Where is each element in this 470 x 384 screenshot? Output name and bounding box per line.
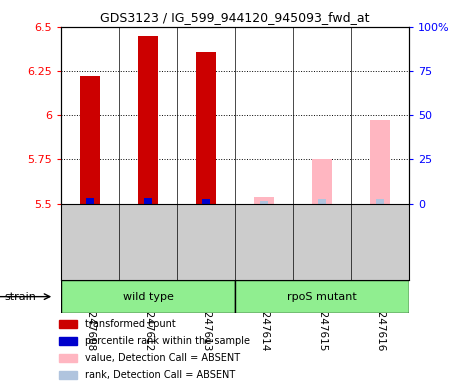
Text: strain: strain [5, 291, 37, 302]
Bar [59, 337, 78, 345]
Bar [254, 197, 274, 204]
Bar [86, 198, 94, 204]
Text: rpoS mutant: rpoS mutant [287, 291, 357, 302]
Bar [138, 36, 158, 204]
Bar [59, 371, 78, 379]
Bar [59, 320, 78, 328]
Bar [196, 51, 216, 204]
Bar [202, 199, 211, 204]
Bar [312, 159, 332, 204]
Title: GDS3123 / IG_599_944120_945093_fwd_at: GDS3123 / IG_599_944120_945093_fwd_at [100, 11, 370, 24]
Bar [144, 198, 152, 204]
Bar [235, 280, 409, 313]
Text: percentile rank within the sample: percentile rank within the sample [85, 336, 250, 346]
Bar [318, 199, 326, 204]
Text: rank, Detection Call = ABSENT: rank, Detection Call = ABSENT [85, 370, 235, 380]
Text: value, Detection Call = ABSENT: value, Detection Call = ABSENT [85, 353, 240, 363]
Bar [80, 76, 100, 204]
Text: wild type: wild type [123, 291, 173, 302]
Bar [376, 199, 384, 204]
Bar [61, 280, 235, 313]
Bar [370, 121, 390, 204]
Bar [259, 201, 268, 204]
Bar [59, 354, 78, 362]
Text: transformed count: transformed count [85, 319, 175, 329]
